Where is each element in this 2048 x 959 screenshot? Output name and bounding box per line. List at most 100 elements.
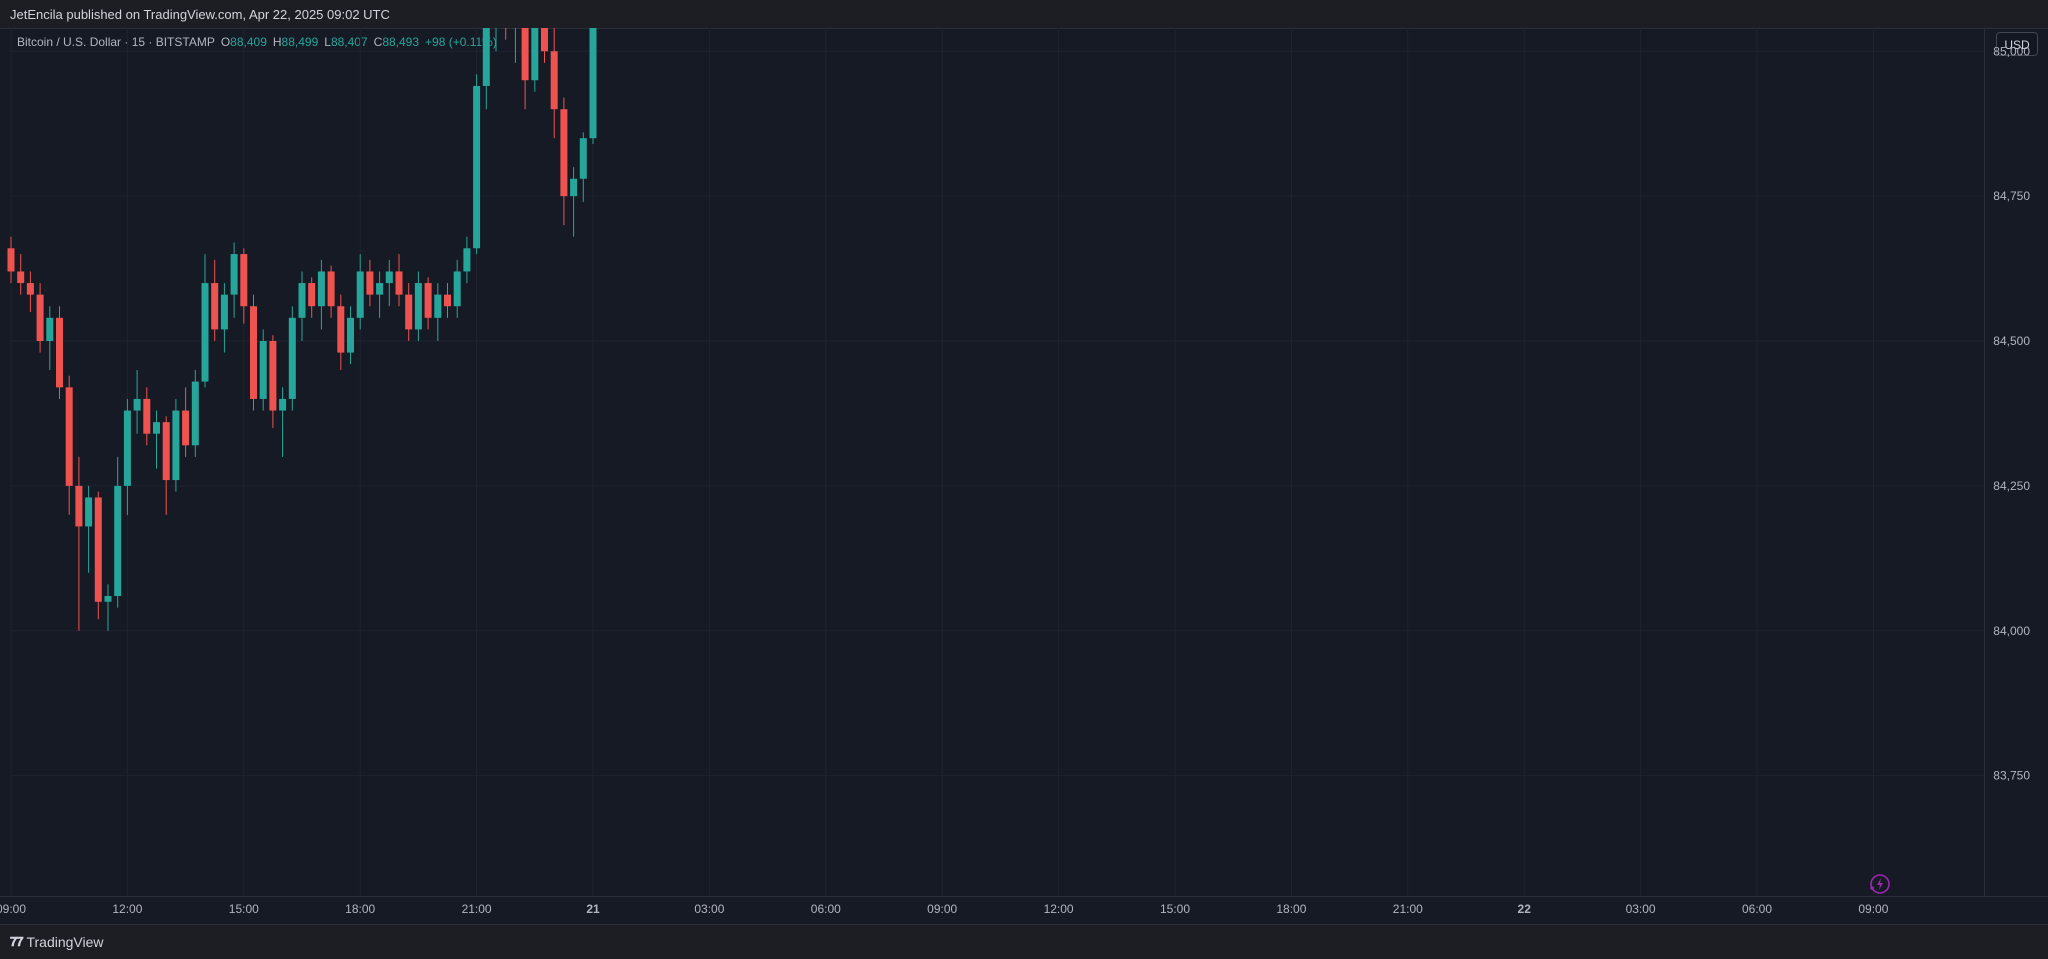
- x-tick-label: 12:00: [1044, 902, 1074, 916]
- candle-body[interactable]: [327, 271, 335, 307]
- y-tick-label: 83,750: [1993, 769, 2030, 783]
- x-tick-label: 03:00: [1626, 902, 1656, 916]
- candle-body[interactable]: [65, 387, 73, 486]
- candle-body[interactable]: [114, 485, 122, 596]
- candle-body[interactable]: [123, 410, 131, 486]
- candle-body[interactable]: [463, 248, 471, 272]
- candle-body[interactable]: [211, 283, 219, 330]
- candle-body[interactable]: [133, 398, 141, 411]
- candle-body[interactable]: [473, 86, 481, 249]
- candle-body[interactable]: [240, 254, 248, 307]
- footer-bar: 𝟕𝟕 TradingView: [0, 924, 2048, 959]
- candle-body[interactable]: [405, 294, 413, 330]
- x-tick-label: 09:00: [1858, 902, 1888, 916]
- x-tick-label: 21: [586, 902, 600, 916]
- publisher-text: JetEncila published on TradingView.com, …: [10, 7, 390, 22]
- tradingview-logo-icon: 𝟕𝟕: [10, 934, 24, 949]
- open-label: O: [220, 35, 231, 49]
- candle-body[interactable]: [104, 595, 112, 602]
- candle-body[interactable]: [395, 271, 403, 295]
- candle-body[interactable]: [434, 294, 442, 318]
- candle-body[interactable]: [85, 497, 93, 527]
- candle-body[interactable]: [153, 422, 160, 434]
- candle-body[interactable]: [26, 283, 34, 295]
- candle-body[interactable]: [279, 398, 287, 411]
- candle-body[interactable]: [220, 294, 228, 330]
- ohlc-high: H88,499: [273, 35, 318, 49]
- candle-body[interactable]: [17, 271, 25, 284]
- candle-body[interactable]: [366, 271, 374, 295]
- ohlc-close: C88,493: [374, 35, 419, 49]
- candle-body[interactable]: [162, 422, 170, 481]
- candle-body[interactable]: [424, 283, 432, 318]
- candle-body[interactable]: [589, 28, 597, 139]
- x-tick-label: 06:00: [1742, 902, 1772, 916]
- y-tick-label: 85,000: [1993, 44, 2030, 58]
- change-value: +98 (+0.11%): [425, 35, 497, 49]
- candle-body[interactable]: [75, 485, 83, 527]
- close-value: 88,493: [382, 35, 420, 49]
- lightning-icon[interactable]: [1868, 872, 1892, 896]
- candle-body[interactable]: [356, 271, 364, 318]
- tradingview-logo[interactable]: 𝟕𝟕 TradingView: [10, 934, 104, 950]
- high-value: 88,499: [281, 35, 319, 49]
- y-tick-label: 84,000: [1993, 624, 2030, 638]
- candlestick-chart[interactable]: 83,750 84,000 84,250 84,500 84,750 85,000 09:0…: [0, 28, 2048, 924]
- x-tick-label: 09:00: [0, 902, 26, 916]
- candle-body[interactable]: [259, 341, 267, 399]
- candle-body[interactable]: [298, 283, 306, 318]
- close-label: C: [373, 35, 383, 49]
- candle-body[interactable]: [191, 381, 199, 446]
- y-tick-label: 84,250: [1993, 479, 2030, 493]
- tradingview-logo-text: TradingView: [26, 934, 104, 950]
- candle-body[interactable]: [7, 248, 15, 272]
- candle-body[interactable]: [550, 51, 558, 110]
- symbol-name[interactable]: Bitcoin / U.S. Dollar · 15 · BITSTAMP: [17, 35, 215, 49]
- candle-body[interactable]: [444, 294, 451, 307]
- x-tick-label: 09:00: [927, 902, 957, 916]
- high-label: H: [272, 35, 282, 49]
- candle-body[interactable]: [250, 306, 257, 399]
- ohlc-open: O88,409: [221, 35, 267, 49]
- candle-body[interactable]: [36, 294, 44, 341]
- candle-body[interactable]: [46, 317, 54, 341]
- x-tick-label: 21:00: [462, 902, 492, 916]
- candle-body[interactable]: [201, 283, 209, 382]
- candle-body[interactable]: [482, 28, 490, 87]
- y-tick-label: 84,750: [1993, 189, 2030, 203]
- x-tick-label: 22: [1518, 902, 1532, 916]
- candle-body[interactable]: [182, 410, 190, 446]
- candle-body[interactable]: [541, 28, 548, 52]
- candle-body[interactable]: [579, 138, 587, 179]
- currency-button[interactable]: USD: [1996, 32, 2038, 56]
- x-tick-label: 15:00: [229, 902, 259, 916]
- candle-body[interactable]: [230, 254, 238, 295]
- candle-body[interactable]: [385, 271, 393, 284]
- candle-body[interactable]: [337, 306, 345, 353]
- candle-body[interactable]: [531, 28, 539, 81]
- candle-body[interactable]: [521, 28, 529, 81]
- symbol-legend: Bitcoin / U.S. Dollar · 15 · BITSTAMP O8…: [17, 35, 497, 49]
- candle-body[interactable]: [56, 317, 63, 388]
- candle-body[interactable]: [94, 497, 102, 602]
- candle-body[interactable]: [376, 283, 384, 295]
- candle-body[interactable]: [269, 341, 277, 411]
- candle-body[interactable]: [414, 283, 422, 330]
- x-tick-label: 03:00: [694, 902, 724, 916]
- candle-body[interactable]: [570, 178, 578, 197]
- candle-body[interactable]: [347, 317, 354, 353]
- candle-body[interactable]: [172, 410, 180, 481]
- low-value: 88,407: [330, 35, 368, 49]
- candle-body[interactable]: [288, 317, 296, 399]
- candle-body[interactable]: [308, 283, 316, 307]
- x-tick-label: 18:00: [345, 902, 375, 916]
- x-tick-label: 15:00: [1160, 902, 1190, 916]
- publisher-bar: JetEncila published on TradingView.com, …: [0, 0, 2048, 29]
- candle-body[interactable]: [317, 271, 325, 307]
- x-tick-label: 06:00: [811, 902, 841, 916]
- x-tick-label: 12:00: [112, 902, 142, 916]
- candle-body[interactable]: [453, 271, 461, 307]
- x-tick-label: 18:00: [1276, 902, 1306, 916]
- candle-body[interactable]: [560, 109, 568, 197]
- candle-body[interactable]: [143, 398, 151, 434]
